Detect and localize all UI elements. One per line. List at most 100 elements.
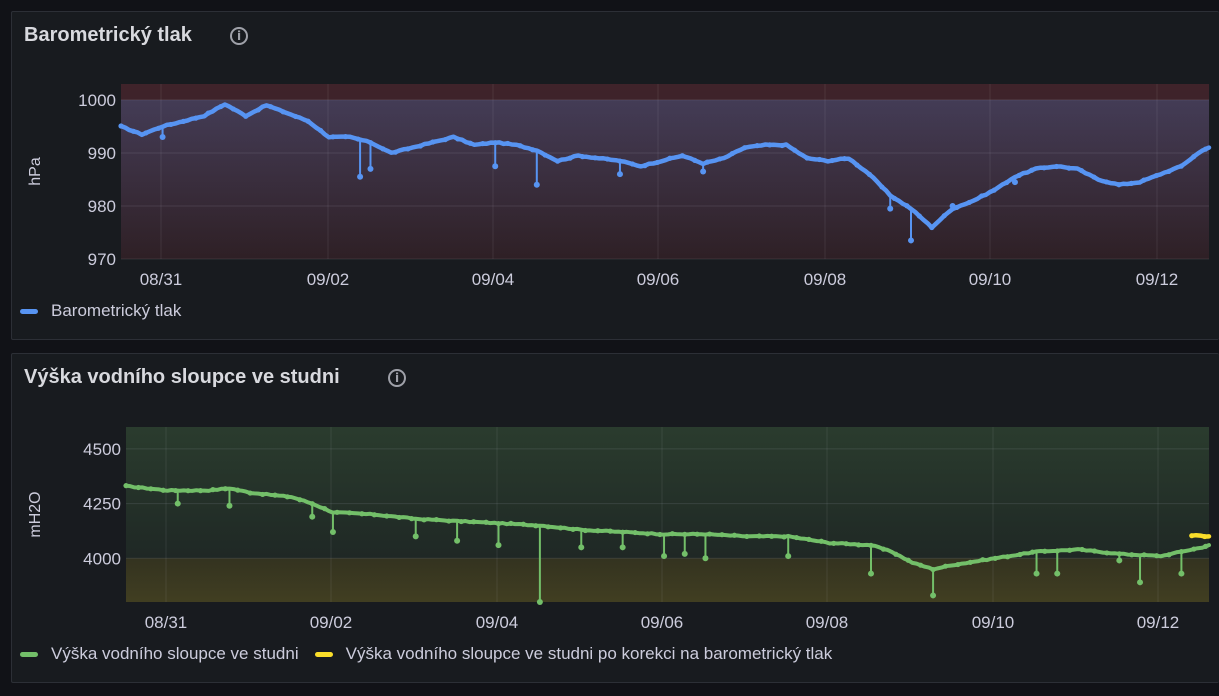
dip-point <box>536 599 543 605</box>
series-point <box>942 563 949 569</box>
series-point <box>1166 168 1172 175</box>
series-point <box>1178 163 1184 169</box>
series-point <box>642 163 648 169</box>
series-point <box>160 487 166 493</box>
dip-point <box>1137 579 1144 586</box>
series-point <box>967 559 973 565</box>
info-circle-icon[interactable]: i <box>230 27 248 45</box>
series-point <box>542 152 548 158</box>
y-tick-label: 980 <box>88 197 116 216</box>
dip-point <box>887 205 894 212</box>
x-tick-label: 09/10 <box>969 270 1012 289</box>
series-point <box>831 540 837 546</box>
dip-point <box>367 165 374 172</box>
dip-point <box>930 592 937 599</box>
dip-point <box>309 513 316 520</box>
y-tick-label: 4000 <box>83 549 121 568</box>
series-point <box>692 157 698 163</box>
dip-point <box>702 555 709 562</box>
series-point <box>222 486 228 492</box>
dip-point <box>357 173 364 180</box>
series-point <box>193 115 199 121</box>
series-point <box>557 525 564 531</box>
x-tick-label: 09/06 <box>637 270 680 289</box>
dip-point <box>226 502 233 509</box>
dip-point <box>1116 557 1123 564</box>
info-circle-icon[interactable]: i <box>388 369 406 387</box>
series-point <box>595 528 601 534</box>
dip-point <box>412 533 419 540</box>
x-tick-label: 09/12 <box>1137 613 1180 632</box>
x-tick-label: 09/04 <box>476 613 519 632</box>
series-point <box>816 156 823 163</box>
legend-item-water-level[interactable]: Výška vodního sloupce ve studni <box>20 644 299 664</box>
series-point <box>259 491 266 498</box>
panel-title[interactable]: Barometrický tlak <box>24 24 192 46</box>
series-point <box>346 510 353 516</box>
series-point <box>744 533 750 540</box>
series-point <box>1116 551 1122 557</box>
y-tick-label: 4500 <box>83 440 121 459</box>
series-point <box>480 140 486 147</box>
dip-point <box>619 544 626 551</box>
series-point <box>230 106 236 112</box>
series-point <box>729 150 735 157</box>
series-point <box>380 146 386 152</box>
series-point <box>704 159 710 165</box>
dip-point <box>1178 570 1185 577</box>
series-point <box>455 136 461 142</box>
series-point <box>654 159 660 166</box>
series-point <box>841 156 848 162</box>
series-point <box>979 193 985 199</box>
series-point <box>247 490 253 496</box>
series-point <box>579 154 586 160</box>
series-point <box>446 518 452 524</box>
series-point <box>804 155 810 161</box>
threshold-band <box>126 558 1209 602</box>
series-point <box>284 494 291 500</box>
series-point <box>1104 550 1110 556</box>
series-point <box>570 526 576 532</box>
legend-label: Výška vodního sloupce ve studni po korek… <box>345 644 833 663</box>
legend-item-pressure[interactable]: Barometrický tlak <box>20 301 181 321</box>
series-point <box>607 528 613 534</box>
series-point <box>330 134 336 140</box>
series-point <box>483 519 489 525</box>
series-point <box>359 511 365 517</box>
series-point <box>417 143 423 149</box>
series-point <box>1116 182 1122 188</box>
series-point <box>430 139 436 145</box>
series-point <box>130 128 137 134</box>
series-point <box>893 551 899 557</box>
series-point <box>255 107 261 113</box>
series-point <box>1078 167 1085 174</box>
series-point <box>1028 167 1035 173</box>
series-point <box>854 162 860 168</box>
dip-point <box>495 542 502 549</box>
x-tick-label: 08/31 <box>140 270 183 289</box>
series-line <box>118 102 1212 230</box>
series-point <box>1166 552 1172 558</box>
panel-title[interactable]: Výška vodního sloupce ve studni <box>24 366 340 388</box>
dip-point <box>867 570 874 577</box>
series-point <box>629 161 636 167</box>
series-point <box>1053 163 1060 170</box>
y-axis-label: mH2O <box>27 491 44 537</box>
series-point <box>392 149 399 155</box>
series-point <box>791 147 798 153</box>
x-tick-label: 09/04 <box>472 270 515 289</box>
series-point <box>322 506 328 512</box>
dip-point <box>1033 570 1040 577</box>
series-point <box>1091 548 1098 554</box>
series-point <box>706 531 713 537</box>
y-tick-label: 4250 <box>83 495 121 514</box>
legend-item-corrected-level[interactable]: Výška vodního sloupce ve studni po korek… <box>314 644 833 664</box>
series-point <box>1041 165 1047 171</box>
dip-point <box>1054 570 1061 577</box>
series-point <box>1178 549 1185 555</box>
y-axis-label: hPa <box>27 157 44 186</box>
x-tick-label: 09/06 <box>641 613 684 632</box>
series-point <box>793 534 800 541</box>
